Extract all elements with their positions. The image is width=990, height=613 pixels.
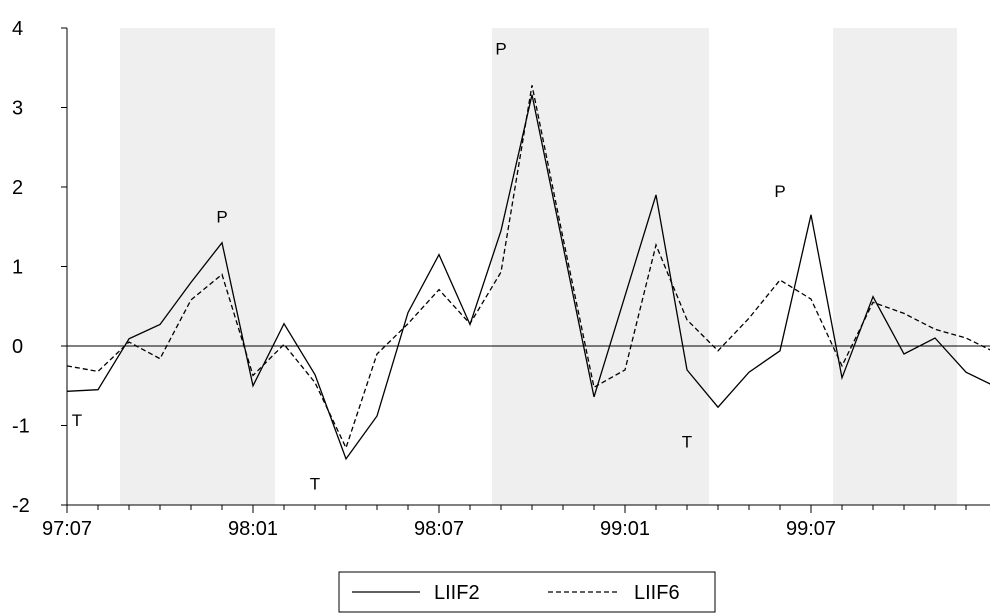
y-tick-label: 3	[12, 98, 23, 120]
y-tick-label: 1	[12, 257, 23, 279]
x-tick-label: 98:07	[414, 518, 464, 540]
y-tick-label: 4	[12, 18, 23, 40]
y-axis-ticks: 4 3 2 1 0 -1 -2	[12, 18, 67, 517]
shaded-period	[120, 28, 275, 505]
x-tick-label: 97:07	[42, 518, 92, 540]
x-axis-ticks: 97:07 98:01 98:07 99:01 99:07	[42, 505, 967, 540]
series-line-liif2	[66, 94, 990, 461]
x-tick-label: 99:07	[786, 518, 836, 540]
shaded-period	[492, 28, 709, 505]
annotation-p: P	[774, 182, 785, 201]
annotation-p: P	[216, 207, 227, 226]
y-tick-label: -2	[12, 495, 30, 517]
shaded-periods	[120, 28, 957, 505]
shaded-period	[833, 28, 957, 505]
series-line-liif6	[66, 85, 990, 450]
annotation-t: T	[310, 475, 320, 494]
legend-label-liif2: LIIF2	[434, 582, 480, 604]
annotation-p: P	[495, 40, 506, 59]
annotations: T P T P T P	[72, 40, 786, 494]
x-tick-label: 99:01	[600, 518, 650, 540]
y-tick-label: 0	[12, 336, 23, 358]
annotation-t: T	[682, 432, 692, 451]
axes	[66, 28, 990, 511]
y-tick-label: -1	[12, 416, 30, 438]
legend-label-liif6: LIIF6	[634, 582, 680, 604]
x-tick-label: 98:01	[228, 518, 278, 540]
legend: LIIF2 LIIF6	[338, 571, 716, 613]
y-tick-label: 2	[12, 177, 23, 199]
series-lines	[66, 85, 990, 461]
annotation-t: T	[72, 411, 82, 430]
